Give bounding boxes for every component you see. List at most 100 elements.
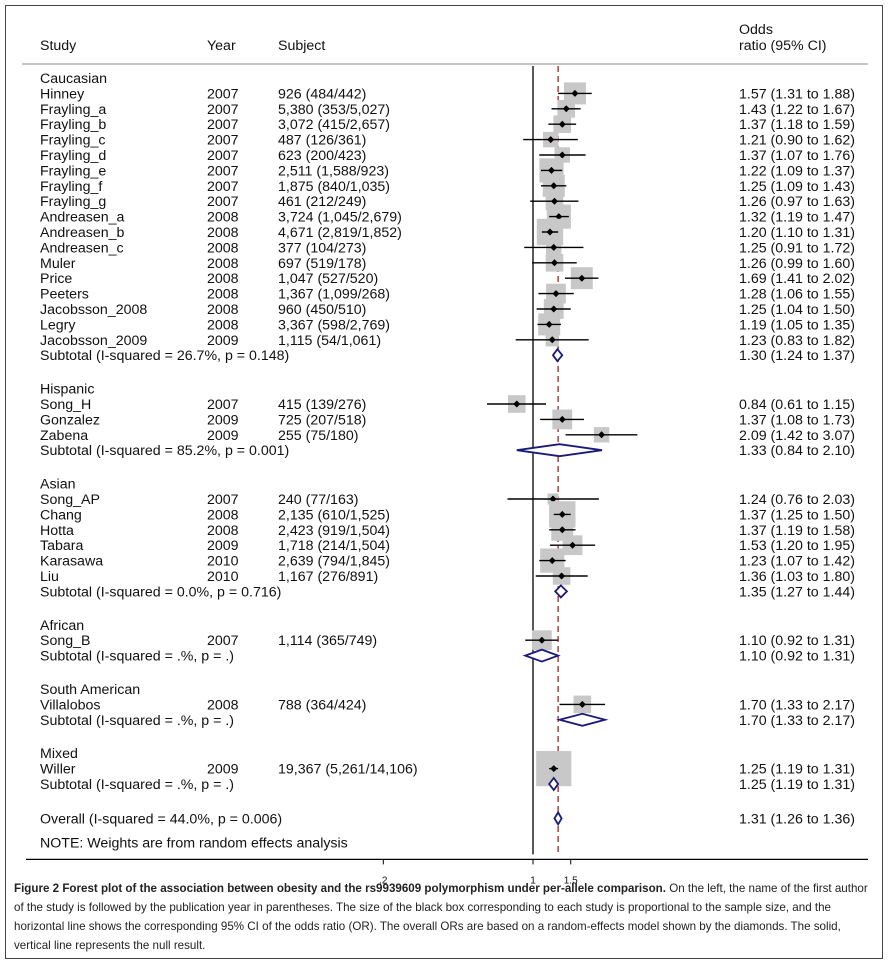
study-ci-text: 1.37 (1.18 to 1.59)	[739, 117, 855, 133]
study-point-estimate	[547, 136, 555, 144]
study-year: 2007	[207, 86, 239, 102]
study-subject: 4,671 (2,819/1,852)	[278, 225, 402, 241]
study-year: 2007	[207, 492, 239, 508]
study-point-estimate	[558, 572, 566, 580]
study-subject: 240 (77/163)	[278, 492, 358, 508]
study-label: Frayling_f	[40, 179, 102, 195]
study-ci-text: 1.37 (1.07 to 1.76)	[739, 148, 855, 164]
weights-note: NOTE: Weights are from random effects an…	[40, 835, 348, 851]
study-year: 2008	[207, 271, 239, 287]
subtotal-label: Subtotal (I-squared = 0.0%, p = 0.716)	[40, 584, 281, 600]
subtotal-diamond	[516, 443, 603, 458]
study-ci-text: 1.22 (1.09 to 1.37)	[739, 163, 855, 179]
group-heading: Mixed	[40, 746, 78, 762]
study-year: 2008	[207, 287, 239, 303]
header-or-line2: ratio (95% CI)	[739, 38, 827, 54]
study-label: Willer	[40, 762, 76, 778]
study-point-estimate	[578, 274, 586, 282]
study-ci-text: 1.28 (1.06 to 1.55)	[739, 287, 855, 303]
study-label: Chang	[40, 507, 82, 523]
study-subject: 2,135 (610/1,525)	[278, 507, 390, 523]
study-subject: 1,167 (276/891)	[278, 569, 378, 585]
study-subject: 2,639 (794/1,845)	[278, 554, 390, 570]
study-ci-text: 1.37 (1.08 to 1.73)	[739, 412, 855, 428]
study-label: Song_B	[40, 633, 91, 649]
study-label: Karasawa	[40, 554, 103, 570]
group-heading: Hispanic	[40, 382, 94, 398]
header-subject: Subject	[278, 38, 325, 54]
study-year: 2008	[207, 210, 239, 226]
study-subject: 697 (519/178)	[278, 256, 366, 272]
subtotal-diamond	[551, 347, 564, 363]
study-year: 2008	[207, 697, 239, 713]
study-label: Frayling_d	[40, 148, 106, 164]
study-point-estimate	[558, 526, 566, 534]
study-point-estimate	[547, 166, 555, 174]
study-year: 2007	[207, 194, 239, 210]
subtotal-label: Subtotal (I-squared = .%, p = .)	[40, 713, 234, 729]
study-ci-text: 1.36 (1.03 to 1.80)	[739, 569, 855, 585]
study-year: 2010	[207, 554, 239, 570]
study-point-estimate	[562, 105, 570, 113]
x-tick-label: .2	[379, 875, 388, 886]
study-year: 2008	[207, 256, 239, 272]
study-label: Song_AP	[40, 492, 100, 508]
study-point-estimate	[538, 636, 546, 644]
study-label: Frayling_e	[40, 163, 106, 179]
subtotal-ci-text: 1.35 (1.27 to 1.44)	[739, 584, 855, 600]
study-year: 2008	[207, 523, 239, 539]
study-year: 2009	[207, 762, 239, 778]
study-point-estimate	[569, 541, 577, 549]
overall-ci-text: 1.31 (1.26 to 1.36)	[739, 811, 855, 827]
figure-frame: Study Year Subject Odds ratio (95% CI) Caucas…	[5, 5, 883, 959]
study-point-estimate	[558, 151, 566, 159]
study-year: 2009	[207, 412, 239, 428]
study-label: Peeters	[40, 287, 89, 303]
study-subject: 415 (139/276)	[278, 397, 366, 413]
subtotal-ci-text: 1.30 (1.24 to 1.37)	[739, 348, 855, 364]
overall-diamond	[553, 810, 563, 827]
study-label: Price	[40, 271, 72, 287]
study-label: Frayling_a	[40, 102, 106, 118]
study-point-estimate	[513, 400, 521, 408]
study-subject: 623 (200/423)	[278, 148, 366, 164]
study-ci-text: 1.26 (0.99 to 1.60)	[739, 256, 855, 272]
study-subject: 3,367 (598/2,769)	[278, 317, 390, 333]
study-ci-text: 1.25 (1.09 to 1.43)	[739, 179, 855, 195]
study-ci-text: 2.09 (1.42 to 3.07)	[739, 428, 855, 444]
study-year: 2009	[207, 428, 239, 444]
study-subject: 1,114 (365/749)	[278, 633, 377, 649]
group-heading: South American	[40, 682, 140, 698]
study-ci-text: 1.19 (1.05 to 1.35)	[739, 317, 855, 333]
study-label: Zabena	[40, 428, 88, 444]
study-point-estimate	[550, 305, 558, 313]
study-year: 2010	[207, 569, 239, 585]
subtotal-ci-text: 1.10 (0.92 to 1.31)	[739, 649, 855, 665]
study-ci-text: 1.37 (1.25 to 1.50)	[739, 507, 855, 523]
group-heading: Caucasian	[40, 71, 107, 87]
study-point-estimate	[558, 415, 566, 423]
study-point-estimate	[546, 228, 554, 236]
study-label: Jacobsson_2008	[40, 302, 147, 318]
subtotal-diamond	[555, 712, 609, 727]
study-subject: 3,072 (415/2,657)	[278, 117, 390, 133]
study-ci-text: 1.26 (0.97 to 1.63)	[739, 194, 855, 210]
study-label: Andreasen_a	[40, 210, 125, 226]
study-label: Frayling_g	[40, 194, 106, 210]
study-year: 2007	[207, 397, 239, 413]
study-point-estimate	[549, 495, 557, 503]
study-ci-text: 1.10 (0.92 to 1.31)	[739, 633, 855, 649]
study-ci-text: 1.21 (0.90 to 1.62)	[739, 133, 855, 149]
study-ci-text: 1.23 (0.83 to 1.82)	[739, 333, 855, 349]
study-subject: 3,724 (1,045/2,679)	[278, 210, 402, 226]
study-subject: 1,875 (840/1,035)	[278, 179, 390, 195]
study-subject: 960 (450/510)	[278, 302, 366, 318]
study-ci-text: 1.23 (1.07 to 1.42)	[739, 554, 855, 570]
study-year: 2008	[207, 240, 239, 256]
study-year: 2007	[207, 117, 239, 133]
study-point-estimate	[550, 765, 558, 773]
subtotal-diamond	[553, 584, 569, 599]
study-point-estimate	[548, 557, 556, 565]
study-subject: 255 (75/180)	[278, 428, 358, 444]
